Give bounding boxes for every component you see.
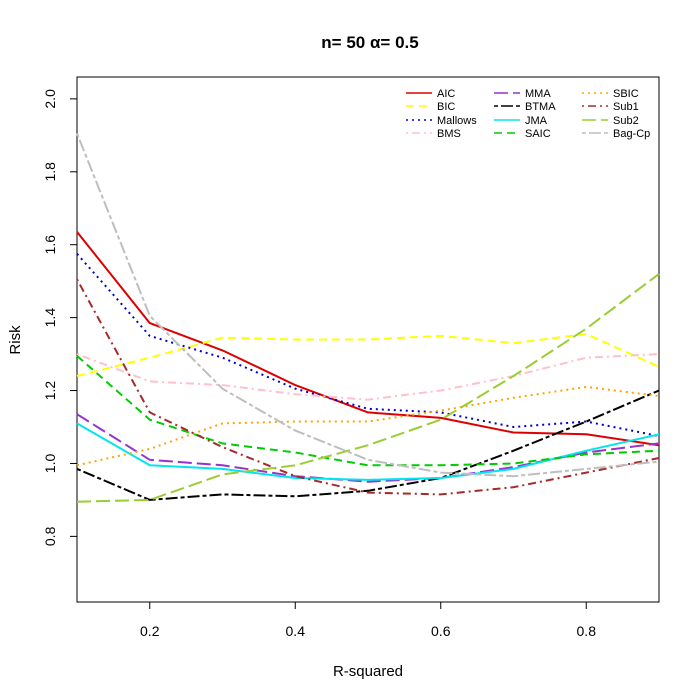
series-line-btma	[76, 389, 660, 501]
series-line-mallows	[76, 253, 660, 438]
x-axis-label: R-squared	[333, 663, 403, 680]
legend-label: Bag-Cp	[613, 128, 650, 140]
legend-label: SBIC	[613, 88, 639, 100]
x-tick-label: 0.4	[286, 623, 306, 639]
series-layer	[76, 133, 660, 503]
series-line-bms	[76, 353, 660, 401]
series-line-sbic	[76, 385, 660, 467]
legend-label: JMA	[525, 115, 548, 127]
legend-label: Sub1	[613, 101, 639, 113]
series-line-sub2	[76, 273, 660, 503]
legend-label: SAIC	[525, 128, 551, 140]
chart-title: n= 50 α= 0.5	[321, 33, 418, 52]
y-axis: 0.8 1.0 1.2 1.4 1.6 1.8 2.0	[42, 89, 77, 546]
series-line-bag-cp	[76, 133, 660, 478]
series-line-saic	[76, 355, 660, 467]
y-tick-label: 2.0	[42, 89, 58, 109]
x-tick-label: 0.8	[577, 623, 597, 639]
series-line-jma	[76, 422, 660, 481]
x-axis: 0.2 0.4 0.6 0.8	[140, 602, 596, 639]
legend-label: Sub2	[613, 115, 639, 127]
series-line-sub1	[76, 278, 660, 496]
series-line-mma	[76, 413, 660, 483]
y-tick-label: 1.0	[42, 454, 58, 474]
x-tick-label: 0.6	[431, 623, 451, 639]
legend-label: BMS	[437, 128, 461, 140]
legend-label: BTMA	[525, 101, 556, 113]
y-tick-label: 1.2	[42, 381, 58, 401]
y-tick-label: 1.4	[42, 308, 58, 328]
legend-label: MMA	[525, 88, 551, 100]
y-axis-label: Risk	[7, 325, 24, 355]
legend-label: AIC	[437, 88, 455, 100]
y-tick-label: 0.8	[42, 526, 58, 546]
y-tick-label: 1.8	[42, 162, 58, 182]
series-line-aic	[76, 231, 660, 447]
legend-label: Mallows	[437, 115, 477, 127]
plot-frame	[76, 76, 660, 603]
x-tick-label: 0.2	[140, 623, 160, 639]
y-tick-label: 1.6	[42, 235, 58, 255]
legend-label: BIC	[437, 101, 455, 113]
series-line-bic	[76, 333, 660, 377]
